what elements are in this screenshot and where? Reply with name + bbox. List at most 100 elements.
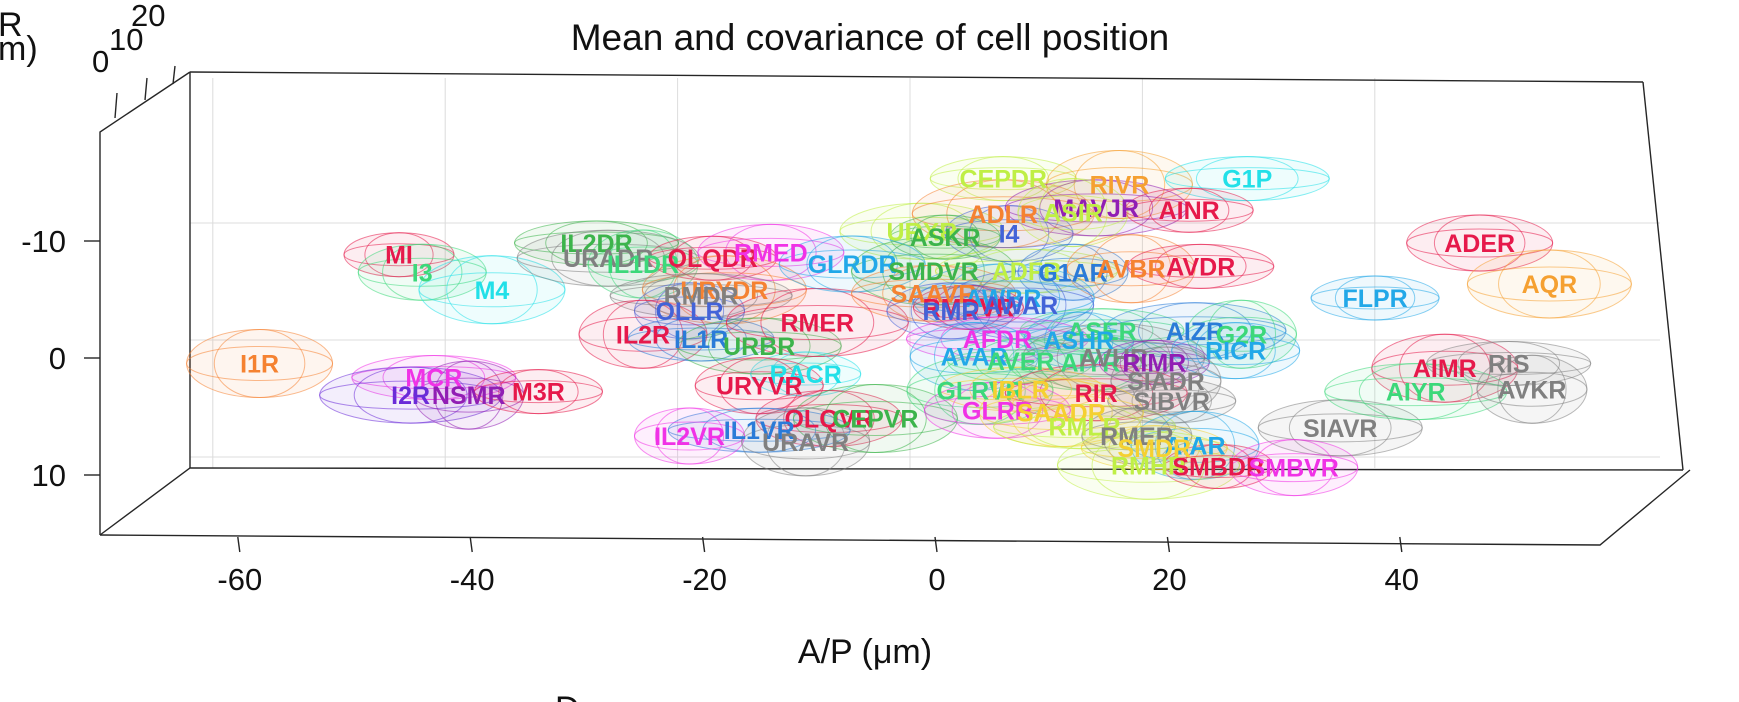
covariance-ellipsoid	[778, 235, 926, 293]
cell-label: URAVR	[762, 429, 849, 457]
cell-label: GLRDR	[808, 251, 897, 279]
cell-label: AIMR	[1413, 355, 1477, 383]
cell-label: AINR	[1159, 197, 1220, 225]
cell-label: ADFR	[992, 258, 1061, 286]
cell-labels: MII3M4IL2DRURADRIL1DROLQDRRMEDURYDRRMDRO…	[240, 166, 1577, 483]
cell-label: SAADR	[1017, 400, 1106, 428]
x-axis-label: A/P (μm)	[798, 633, 932, 671]
cell-label: URADR	[563, 245, 653, 273]
x-tick-mark	[469, 536, 473, 553]
cell-label: AWBR	[965, 285, 1041, 313]
covariance-ellipsoid	[1476, 354, 1588, 424]
y-tick-label: 0	[49, 341, 66, 376]
cell-label: RMED	[734, 239, 808, 267]
cell-label: M4	[475, 277, 510, 305]
cell-label: RMR	[922, 298, 979, 326]
cell-label: MCR	[405, 365, 462, 393]
cell-label: AVAR	[941, 343, 1008, 371]
cell-label: SAAVR	[891, 280, 977, 308]
covariance-ellipsoid	[413, 360, 525, 430]
covariance-ellipsoid	[343, 232, 455, 278]
x-tick-label: 20	[1152, 562, 1186, 597]
cell-label: SMDR	[1117, 435, 1191, 463]
cell-label: ASKR	[910, 224, 981, 252]
cell-label: URBR	[723, 333, 795, 361]
y-tick-label: 10	[32, 458, 66, 493]
cell-label: MI	[385, 242, 413, 270]
cell-label: AVBR	[1097, 256, 1166, 284]
cell-label: URXR	[886, 218, 957, 246]
x-tick-label: -60	[217, 562, 262, 597]
covariance-ellipsoid	[186, 329, 334, 399]
covariance-ellipsoid	[676, 317, 842, 375]
cell-label: I3	[412, 259, 433, 287]
covariance-ellipsoid	[1127, 243, 1275, 289]
cell-label: FLPR	[1342, 285, 1407, 313]
cell-label: ASER	[1067, 318, 1136, 346]
cell-label: RACR	[770, 361, 842, 389]
covariance-ellipsoid	[634, 407, 745, 465]
z-axis-label-fragment: R	[0, 6, 23, 44]
grid-lines	[190, 78, 1660, 468]
cell-label: AIYR	[1386, 379, 1446, 407]
cell-label: CEPVR	[832, 406, 918, 434]
cell-label: SMBVR	[1249, 455, 1339, 483]
cell-label: M3R	[512, 379, 565, 407]
cell-label: GLRVR	[936, 377, 1023, 405]
cell-label: RIS	[1488, 351, 1530, 379]
x-tick-mark	[701, 536, 706, 553]
cell-label: RIMR	[1122, 349, 1186, 377]
z-axis: 0 10 20	[92, 0, 176, 119]
z-tick-label: 0	[92, 44, 109, 79]
covariance-ellipsoid	[1466, 249, 1632, 319]
covariance-ellipsoid	[792, 384, 958, 453]
cell-label: IL1R	[674, 326, 728, 354]
covariance-ellipsoid	[1124, 187, 1254, 233]
cell-label: SMDVR	[888, 258, 978, 286]
covariance-ellipsoid	[1324, 363, 1508, 421]
covariance-ellipsoid	[578, 299, 708, 369]
cell-label: AVER	[987, 348, 1055, 376]
cell-label: NSMR	[432, 382, 506, 410]
covariance-ellipsoid	[587, 229, 699, 299]
covariance-ellipsoid	[627, 316, 775, 362]
cell-label: OLQVR	[784, 406, 873, 434]
covariance-ellipsoid	[1185, 299, 1297, 369]
x-tick-mark	[1166, 536, 1171, 553]
x-tick-label: -20	[682, 562, 727, 597]
cell-label: SIAVR	[1303, 415, 1378, 443]
covariance-ellipsoid	[1371, 333, 1519, 403]
cell-label: ASHR	[1043, 327, 1114, 355]
cell-label: IL1DR	[607, 251, 679, 279]
covariance-ellipsoids	[186, 150, 1632, 500]
cell-label: RICR	[1205, 338, 1266, 366]
cell-label: I2R	[391, 382, 430, 410]
covariance-ellipsoid	[1004, 179, 1188, 237]
cell-label: AIAR	[1164, 432, 1225, 460]
cell-label: URYDR	[680, 277, 768, 305]
cell-label: AVHR	[1079, 345, 1148, 373]
cell-label: ADLR	[969, 201, 1038, 229]
cell-label: RIVR	[1090, 172, 1150, 200]
covariance-ellipsoid	[851, 264, 1017, 322]
cell-label: AIZR	[1166, 318, 1224, 346]
cell-label: ADER	[1444, 230, 1515, 258]
cell-label: I1R	[240, 351, 279, 379]
cell-label: SMBDR	[1172, 453, 1264, 481]
cell-label: AVDR	[1166, 253, 1235, 281]
x-tick-label: 0	[928, 562, 945, 597]
covariance-ellipsoid	[911, 263, 1095, 333]
z-tick-label: 20	[131, 0, 165, 33]
x-tick-mark	[237, 536, 241, 553]
covariance-ellipsoid	[741, 407, 871, 477]
chart-title: Mean and covariance of cell position	[571, 17, 1170, 58]
cell-label: IL1VR	[724, 417, 795, 445]
cell-label: GLRR	[962, 397, 1033, 425]
x-tick-mark	[934, 536, 938, 553]
cell-label: RMER	[1100, 423, 1174, 451]
covariance-ellipsoid	[1103, 302, 1287, 360]
cell-label: IL2R	[616, 321, 670, 349]
cell-label: G1AR	[1038, 259, 1107, 287]
cell-label: AFDR	[963, 326, 1032, 354]
